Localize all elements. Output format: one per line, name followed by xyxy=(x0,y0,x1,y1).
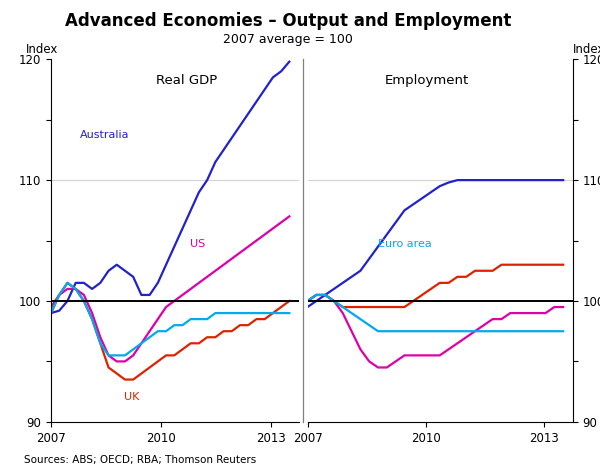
Text: 2007 average = 100: 2007 average = 100 xyxy=(223,33,353,46)
Text: Sources: ABS; OECD; RBA; Thomson Reuters: Sources: ABS; OECD; RBA; Thomson Reuters xyxy=(24,455,256,465)
Text: Euro area: Euro area xyxy=(379,238,432,248)
Text: Advanced Economies – Output and Employment: Advanced Economies – Output and Employme… xyxy=(65,12,511,30)
Text: Index: Index xyxy=(572,43,600,55)
Text: Australia: Australia xyxy=(80,130,130,140)
Text: Real GDP: Real GDP xyxy=(157,74,218,87)
Text: Employment: Employment xyxy=(385,74,469,87)
Text: Index: Index xyxy=(26,43,59,55)
Text: UK: UK xyxy=(124,392,140,402)
Text: US: US xyxy=(190,238,206,248)
